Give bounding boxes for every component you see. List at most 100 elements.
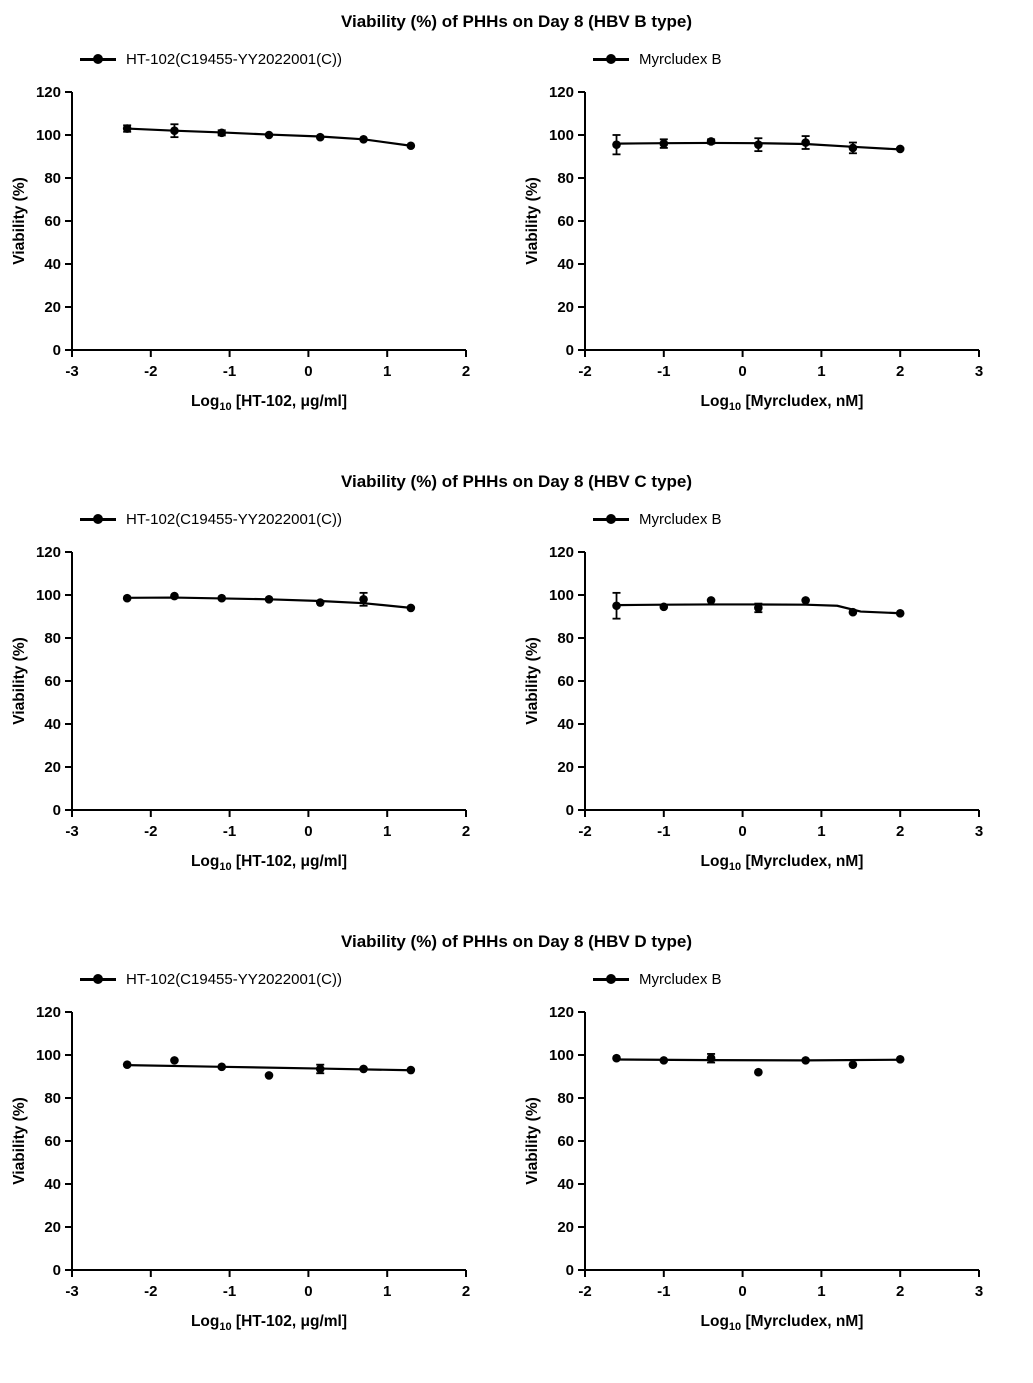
svg-text:80: 80 xyxy=(44,630,61,647)
svg-text:Viability (%): Viability (%) xyxy=(11,1097,28,1185)
line-dot-marker-icon xyxy=(593,977,629,981)
svg-text:20: 20 xyxy=(44,1219,61,1236)
svg-text:-1: -1 xyxy=(223,1283,236,1300)
svg-text:2: 2 xyxy=(896,1283,904,1300)
svg-text:100: 100 xyxy=(36,127,61,144)
svg-text:Viability (%): Viability (%) xyxy=(11,637,28,725)
panel-myrcludex-hbv-b: Myrcludex B -2 -1 0 1 2 3 0 20 40 60 80 100 120 Log10… xyxy=(521,46,1008,426)
svg-text:-1: -1 xyxy=(657,1283,670,1300)
svg-text:80: 80 xyxy=(557,630,574,647)
legend: Myrcludex B xyxy=(593,48,1008,70)
svg-text:100: 100 xyxy=(549,1047,574,1064)
svg-text:1: 1 xyxy=(817,823,825,840)
chart-row-hbv-d: Viability (%) of PHHs on Day 8 (HBV D ty… xyxy=(0,932,1033,1346)
panel-ht102-hbv-b: HT-102(C19455-YY2022001(C)) -3 -2 -1 0 1 2 0 20… xyxy=(8,46,495,426)
chart-row-hbv-c: Viability (%) of PHHs on Day 8 (HBV C ty… xyxy=(0,472,1033,886)
svg-text:0: 0 xyxy=(566,1262,574,1279)
svg-text:3: 3 xyxy=(975,823,983,840)
viability-figure: Viability (%) of PHHs on Day 8 (HBV B ty… xyxy=(0,0,1033,1346)
svg-text:60: 60 xyxy=(557,213,574,230)
svg-text:Log10 [HT-102, μg/ml]: Log10 [HT-102, μg/ml] xyxy=(191,853,347,873)
legend-label: Myrcludex B xyxy=(639,510,722,528)
panels-row: HT-102(C19455-YY2022001(C)) -3 -2 -1 0 1 2 0 20… xyxy=(0,506,1033,886)
svg-text:0: 0 xyxy=(53,342,61,359)
line-dot-marker-icon xyxy=(593,517,629,521)
line-dot-marker-icon xyxy=(80,977,116,981)
svg-text:-3: -3 xyxy=(65,823,78,840)
svg-text:Log10 [HT-102, μg/ml]: Log10 [HT-102, μg/ml] xyxy=(191,393,347,413)
svg-text:-2: -2 xyxy=(578,823,591,840)
panel-myrcludex-hbv-c: Myrcludex B -2 -1 0 1 2 3 0 20 40 60 80 100 120 Log10… xyxy=(521,506,1008,886)
svg-text:40: 40 xyxy=(44,716,61,733)
panel-myrcludex-hbv-d: Myrcludex B -2 -1 0 1 2 3 0 20 40 60 80 100 120 Log10… xyxy=(521,966,1008,1346)
scatter-plot: -2 -1 0 1 2 3 0 20 40 60 80 100 120 Log10 [Myrcludex,… xyxy=(524,544,983,873)
svg-text:20: 20 xyxy=(557,299,574,316)
svg-text:-2: -2 xyxy=(578,363,591,380)
svg-text:0: 0 xyxy=(738,823,746,840)
svg-text:1: 1 xyxy=(383,823,391,840)
svg-text:0: 0 xyxy=(566,342,574,359)
svg-text:20: 20 xyxy=(557,1219,574,1236)
panels-row: HT-102(C19455-YY2022001(C)) -3 -2 -1 0 1 2 0 20… xyxy=(0,966,1033,1346)
svg-text:-1: -1 xyxy=(657,363,670,380)
svg-text:120: 120 xyxy=(549,1004,574,1021)
svg-text:-1: -1 xyxy=(657,823,670,840)
svg-text:0: 0 xyxy=(53,802,61,819)
svg-text:20: 20 xyxy=(557,759,574,776)
svg-text:-3: -3 xyxy=(65,363,78,380)
svg-text:20: 20 xyxy=(44,759,61,776)
svg-text:Viability (%): Viability (%) xyxy=(524,177,541,265)
svg-text:1: 1 xyxy=(383,363,391,380)
svg-text:-3: -3 xyxy=(65,1283,78,1300)
panel-ht102-hbv-d: HT-102(C19455-YY2022001(C)) -3 -2 -1 0 1 2 0 20… xyxy=(8,966,495,1346)
panel-ht102-hbv-c: HT-102(C19455-YY2022001(C)) -3 -2 -1 0 1 2 0 20… xyxy=(8,506,495,886)
svg-text:80: 80 xyxy=(557,170,574,187)
svg-text:40: 40 xyxy=(44,256,61,273)
svg-text:20: 20 xyxy=(44,299,61,316)
svg-text:100: 100 xyxy=(36,587,61,604)
svg-text:100: 100 xyxy=(549,587,574,604)
svg-text:120: 120 xyxy=(36,544,61,561)
svg-text:80: 80 xyxy=(44,1090,61,1107)
svg-text:Log10 [Myrcludex, nM]: Log10 [Myrcludex, nM] xyxy=(701,393,864,413)
svg-text:80: 80 xyxy=(44,170,61,187)
legend-label: HT-102(C19455-YY2022001(C)) xyxy=(126,50,342,68)
svg-text:3: 3 xyxy=(975,363,983,380)
svg-text:3: 3 xyxy=(975,1283,983,1300)
svg-text:1: 1 xyxy=(383,1283,391,1300)
svg-text:0: 0 xyxy=(566,802,574,819)
legend: HT-102(C19455-YY2022001(C)) xyxy=(80,48,495,70)
legend: HT-102(C19455-YY2022001(C)) xyxy=(80,508,495,530)
svg-text:120: 120 xyxy=(549,84,574,101)
svg-text:2: 2 xyxy=(462,1283,470,1300)
svg-text:Log10 [HT-102, μg/ml]: Log10 [HT-102, μg/ml] xyxy=(191,1313,347,1333)
svg-text:100: 100 xyxy=(36,1047,61,1064)
svg-text:1: 1 xyxy=(817,1283,825,1300)
legend-label: Myrcludex B xyxy=(639,970,722,988)
svg-text:0: 0 xyxy=(304,1283,312,1300)
panels-row: HT-102(C19455-YY2022001(C)) -3 -2 -1 0 1 2 0 20… xyxy=(0,46,1033,426)
svg-text:40: 40 xyxy=(557,716,574,733)
svg-text:0: 0 xyxy=(53,1262,61,1279)
chart-title: Viability (%) of PHHs on Day 8 (HBV B ty… xyxy=(340,12,693,31)
legend-label: HT-102(C19455-YY2022001(C)) xyxy=(126,970,342,988)
svg-text:-1: -1 xyxy=(223,363,236,380)
svg-text:-2: -2 xyxy=(144,823,157,840)
legend: Myrcludex B xyxy=(593,968,1008,990)
chart-row-hbv-b: Viability (%) of PHHs on Day 8 (HBV B ty… xyxy=(0,12,1033,426)
svg-text:1: 1 xyxy=(817,363,825,380)
svg-text:100: 100 xyxy=(549,127,574,144)
svg-text:40: 40 xyxy=(44,1176,61,1193)
svg-text:60: 60 xyxy=(44,673,61,690)
svg-text:120: 120 xyxy=(36,84,61,101)
svg-text:0: 0 xyxy=(738,363,746,380)
line-dot-marker-icon xyxy=(80,517,116,521)
legend: Myrcludex B xyxy=(593,508,1008,530)
svg-text:-1: -1 xyxy=(223,823,236,840)
chart-title: Viability (%) of PHHs on Day 8 (HBV D ty… xyxy=(340,932,693,951)
svg-text:Viability (%): Viability (%) xyxy=(11,177,28,265)
scatter-plot: -2 -1 0 1 2 3 0 20 40 60 80 100 120 Log10 [Myrcludex,… xyxy=(524,1004,983,1333)
line-dot-marker-icon xyxy=(593,57,629,61)
legend: HT-102(C19455-YY2022001(C)) xyxy=(80,968,495,990)
